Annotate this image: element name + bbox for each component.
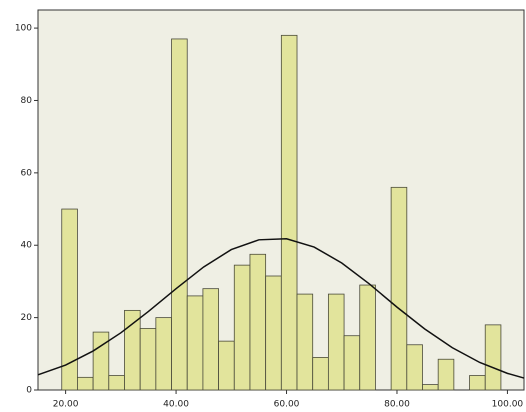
bar xyxy=(171,38,188,391)
bar xyxy=(469,375,486,391)
bar xyxy=(312,357,329,391)
bar xyxy=(61,208,78,391)
bar xyxy=(186,295,204,391)
bar xyxy=(422,384,439,391)
x-tick-label: 60.00 xyxy=(274,400,300,410)
x-tick-label: 20.00 xyxy=(53,400,79,410)
y-tick-label: 80 xyxy=(21,96,33,106)
bar xyxy=(359,284,376,391)
bar xyxy=(218,340,235,391)
y-tick-label: 60 xyxy=(21,168,33,178)
bar xyxy=(233,264,251,391)
bar xyxy=(202,288,219,391)
bar xyxy=(92,331,110,391)
bar xyxy=(77,376,94,391)
bar xyxy=(406,344,423,391)
y-tick-label: 40 xyxy=(21,241,33,251)
normal-curve xyxy=(37,237,525,379)
x-tick-label: 100.00 xyxy=(492,400,524,410)
bar xyxy=(437,358,455,391)
bar xyxy=(155,317,172,391)
y-tick-label: 100 xyxy=(15,24,32,34)
x-tick-label: 40.00 xyxy=(163,400,189,410)
bar xyxy=(139,328,157,391)
y-tick-label: 0 xyxy=(26,386,32,396)
bar xyxy=(484,324,502,391)
bar xyxy=(280,34,298,391)
bar xyxy=(343,335,361,391)
bar xyxy=(249,253,267,391)
x-tick-label: 80.00 xyxy=(384,400,410,410)
bar xyxy=(327,293,345,391)
bar xyxy=(265,275,282,391)
bar xyxy=(108,375,125,391)
bar xyxy=(124,309,141,391)
y-tick-label: 20 xyxy=(21,313,33,323)
bar xyxy=(296,293,314,391)
bar xyxy=(390,186,408,391)
